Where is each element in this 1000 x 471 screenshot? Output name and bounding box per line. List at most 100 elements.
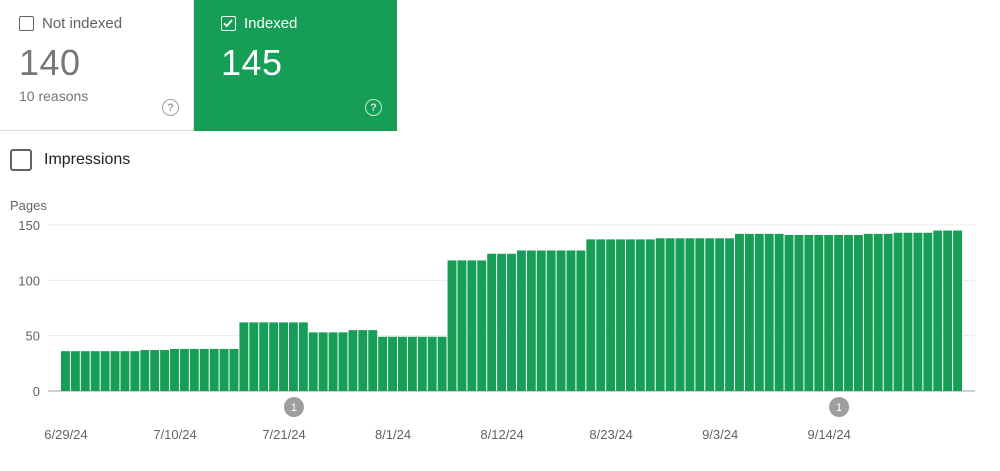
bar[interactable] [417, 336, 427, 391]
bar[interactable] [576, 250, 586, 391]
bar[interactable] [873, 233, 883, 391]
bar[interactable] [100, 351, 110, 391]
help-circle-icon[interactable]: ? [365, 99, 382, 116]
bar[interactable] [893, 232, 903, 391]
bar[interactable] [744, 233, 754, 391]
bar[interactable] [596, 239, 606, 391]
bar[interactable] [507, 253, 516, 391]
bar[interactable] [903, 232, 913, 391]
bar[interactable] [160, 350, 170, 391]
bar[interactable] [497, 253, 507, 391]
bar[interactable] [774, 233, 784, 391]
impressions-checkbox[interactable] [10, 149, 32, 171]
bar[interactable] [80, 351, 90, 391]
bar[interactable] [556, 250, 566, 391]
bar[interactable] [388, 336, 398, 391]
bar[interactable] [853, 234, 863, 391]
bar[interactable] [814, 234, 824, 391]
bar[interactable] [764, 233, 774, 391]
bar[interactable] [239, 322, 249, 391]
bar[interactable] [725, 238, 735, 391]
bar[interactable] [943, 230, 953, 391]
bar[interactable] [635, 239, 645, 391]
bar[interactable] [655, 238, 665, 391]
bar[interactable] [140, 350, 150, 391]
bar[interactable] [209, 348, 219, 391]
bar[interactable] [735, 233, 744, 391]
bar[interactable] [358, 330, 368, 391]
indexed-checkbox[interactable] [221, 16, 236, 31]
bar[interactable] [477, 260, 487, 391]
bar[interactable] [288, 322, 298, 391]
bar[interactable] [516, 250, 526, 391]
bar[interactable] [715, 238, 725, 391]
bar[interactable] [279, 322, 288, 391]
bar[interactable] [665, 238, 675, 391]
not-indexed-card[interactable]: Not indexed 140 10 reasons ? [0, 0, 194, 131]
bar[interactable] [110, 351, 120, 391]
bar[interactable] [625, 239, 635, 391]
help-circle-icon[interactable]: ? [162, 99, 179, 116]
bar[interactable] [61, 351, 70, 391]
bar[interactable] [883, 233, 893, 391]
bar[interactable] [933, 230, 943, 391]
bar[interactable] [90, 351, 100, 391]
bar[interactable] [259, 322, 269, 391]
bar[interactable] [705, 238, 715, 391]
bar[interactable] [318, 332, 328, 391]
bar[interactable] [249, 322, 259, 391]
annotation-circle[interactable] [829, 397, 850, 417]
bar[interactable] [70, 351, 80, 391]
bar[interactable] [407, 336, 417, 391]
bar[interactable] [338, 332, 348, 391]
bar[interactable] [794, 234, 804, 391]
bar[interactable] [953, 230, 962, 391]
bar[interactable] [437, 336, 447, 391]
bar[interactable] [546, 250, 556, 391]
annotation-marker[interactable]: 1 [829, 397, 850, 417]
bar[interactable] [308, 332, 318, 391]
annotation-marker[interactable]: 1 [283, 397, 304, 417]
bar[interactable] [566, 250, 576, 391]
bar[interactable] [526, 250, 536, 391]
bar[interactable] [675, 238, 685, 391]
bar[interactable] [824, 234, 834, 391]
bar[interactable] [348, 330, 358, 391]
bar[interactable] [189, 348, 199, 391]
bar[interactable] [487, 253, 497, 391]
bar[interactable] [804, 234, 814, 391]
bar[interactable] [229, 348, 239, 391]
bar[interactable] [457, 260, 467, 391]
annotation-circle[interactable] [283, 397, 304, 417]
bar[interactable] [199, 348, 209, 391]
bar[interactable] [834, 234, 844, 391]
bar[interactable] [447, 260, 457, 391]
bar[interactable] [328, 332, 338, 391]
bar[interactable] [536, 250, 546, 391]
bar[interactable] [606, 239, 616, 391]
bar[interactable] [685, 238, 695, 391]
bar[interactable] [695, 238, 705, 391]
bar[interactable] [398, 336, 407, 391]
bar[interactable] [368, 330, 378, 391]
bar[interactable] [923, 232, 933, 391]
bar[interactable] [863, 233, 873, 391]
bar[interactable] [784, 234, 794, 391]
bar[interactable] [913, 232, 923, 391]
bar[interactable] [298, 322, 308, 391]
bar[interactable] [586, 239, 596, 391]
bar[interactable] [754, 233, 764, 391]
bar[interactable] [467, 260, 477, 391]
bar[interactable] [120, 351, 130, 391]
indexed-card[interactable]: Indexed 145 ? [194, 0, 397, 131]
bar[interactable] [645, 239, 655, 391]
impressions-toggle[interactable]: Impressions [10, 149, 130, 171]
bar[interactable] [844, 234, 853, 391]
bar[interactable] [269, 322, 279, 391]
bar[interactable] [170, 348, 179, 391]
bar[interactable] [130, 351, 140, 391]
bar[interactable] [150, 350, 160, 391]
bar[interactable] [378, 336, 388, 391]
bar[interactable] [219, 348, 229, 391]
bar[interactable] [616, 239, 625, 391]
